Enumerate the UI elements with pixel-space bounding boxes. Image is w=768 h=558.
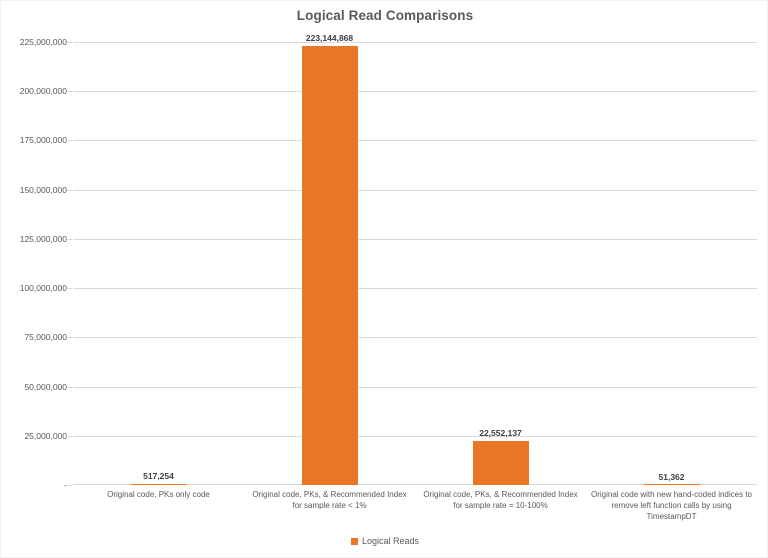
x-tick-label: Original code, PKs, & Recommended Index … (252, 490, 407, 510)
bar[interactable] (472, 440, 529, 485)
y-tick-mark (68, 386, 72, 388)
y-tick-label: 225,000,000 (19, 37, 67, 47)
chart-title: Logical Read Comparisons (296, 8, 474, 23)
gridline (73, 140, 757, 142)
bar[interactable] (301, 45, 358, 485)
x-axis: Original code, PKs only code Original cod… (73, 489, 757, 533)
x-tick-label: Original code, PKs, & Recommended Index … (423, 490, 578, 510)
y-tick-mark (68, 140, 72, 142)
y-tick-label: 175,000,000 (19, 135, 67, 146)
y-tick-mark (68, 435, 72, 437)
legend-swatch-icon (350, 537, 358, 545)
bar[interactable] (130, 483, 187, 485)
chart-legend: Logical Reads (1, 536, 768, 546)
y-tick-mark (68, 91, 72, 93)
y-tick-mark (68, 288, 72, 290)
x-axis-line (73, 484, 757, 485)
y-tick-label: 125,000,000 (19, 233, 67, 244)
gridline (73, 42, 757, 43)
bar-data-label: 517,254 (143, 470, 174, 481)
y-tick-mark (68, 238, 72, 240)
gridline (73, 189, 757, 191)
y-tick-label: - (64, 480, 67, 490)
y-tick-mark (68, 337, 72, 339)
legend-label: Logical Reads (361, 536, 420, 546)
y-tick-mark (68, 42, 72, 43)
plot-area: 517,254 223,144,868 22,552,137 51,362 (73, 33, 757, 485)
y-tick-label: 100,000,000 (19, 283, 67, 294)
bar-data-label: 22,552,137 (479, 427, 522, 438)
gridline (73, 435, 757, 437)
gridline (73, 91, 757, 93)
y-tick-mark (68, 189, 72, 191)
y-axis: 225,000,000 200,000,000 175,000,000 150,000… (1, 37, 72, 490)
y-tick-label: 25,000,000 (24, 430, 67, 441)
gridline (73, 337, 757, 339)
bar-data-label: 223,144,868 (305, 32, 354, 43)
x-tick-label: Original code, PKs only code (107, 490, 210, 499)
y-tick-label: 75,000,000 (24, 332, 67, 343)
bar-data-label: 51,362 (658, 471, 685, 482)
gridline (73, 386, 757, 388)
y-tick-label: 50,000,000 (24, 381, 67, 392)
y-tick-label: 200,000,000 (19, 86, 67, 97)
legend-entry[interactable]: Logical Reads (350, 536, 420, 546)
gridline (73, 238, 757, 240)
x-tick-label: Original code with new hand-coded indice… (591, 490, 752, 521)
y-tick-mark (68, 485, 72, 486)
y-tick-label: 150,000,000 (19, 184, 67, 195)
gridline (73, 288, 757, 290)
bar[interactable] (643, 483, 700, 485)
